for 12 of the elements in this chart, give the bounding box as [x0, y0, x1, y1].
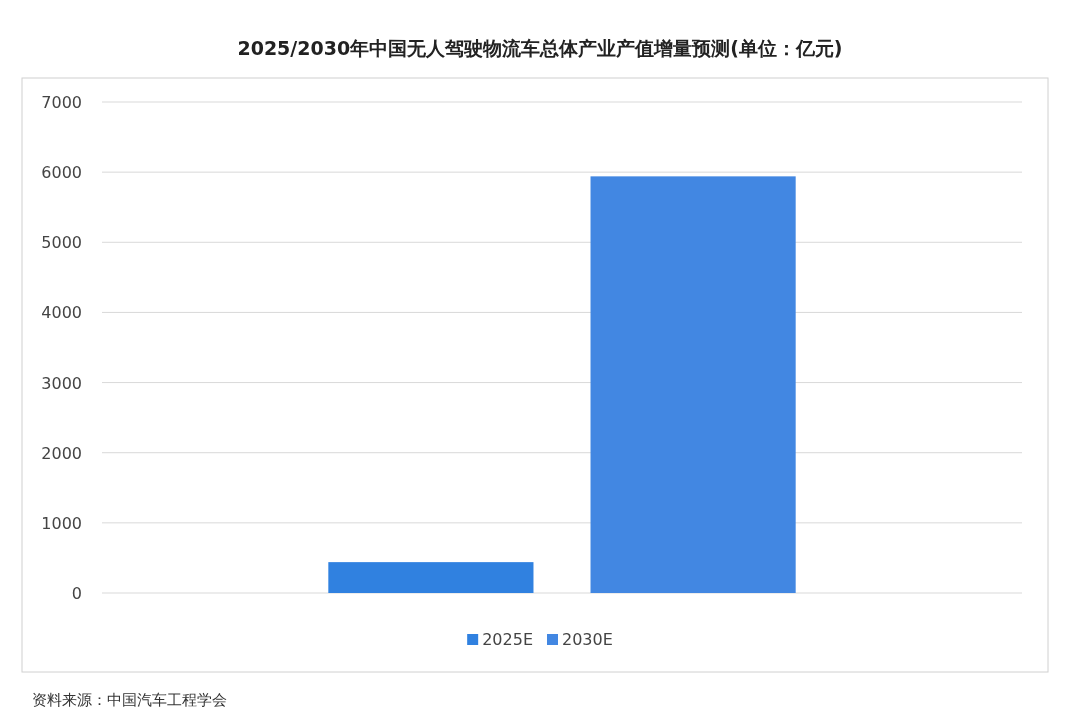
y-tick-label: 2000 [41, 443, 82, 463]
text: 资料来源：中国汽车工程学会 [32, 691, 227, 709]
legend-label: 2030E [562, 630, 613, 649]
y-tick-label: 0 [71, 584, 82, 603]
y-tick-label: 6000 [41, 163, 82, 183]
y-tick-label: 4000 [41, 303, 82, 323]
legend-label: 2025E [482, 630, 533, 649]
y-tick-label: 5000 [41, 233, 82, 253]
y-tick-label: 3000 [41, 373, 82, 393]
y-tick-label: 7000 [41, 93, 82, 112]
y-tick-label: 1000 [41, 513, 82, 533]
chart-title: 2025/2030年中国无人驾驶物流车总体产业产值增量预测(单位：亿元) [237, 37, 843, 59]
